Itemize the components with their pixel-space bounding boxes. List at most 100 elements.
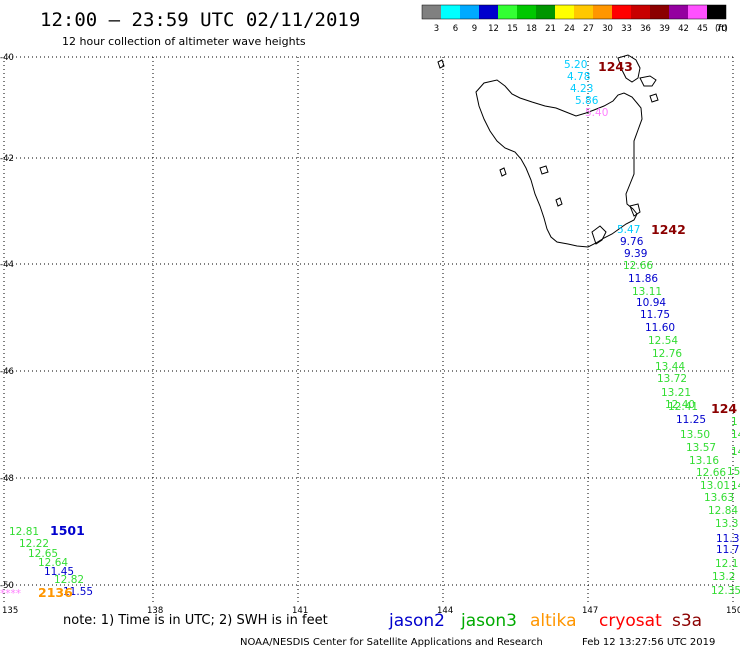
latitude-label: -44 (0, 260, 14, 270)
wave-height-value: 9.39 (624, 248, 647, 260)
longitude-label: 147 (582, 606, 598, 616)
flinders-island (617, 54, 641, 83)
legend-tick-label: 39 (659, 24, 670, 34)
tasmania-coastline (475, 79, 643, 248)
king-island (437, 59, 445, 69)
satellite-legend: jason2 jason3 altika cryosat s3a (388, 611, 702, 631)
wave-height-value: 12.1 (715, 558, 738, 570)
wave-height-value: 15 (727, 466, 740, 478)
wave-height-value: 11.3 (716, 533, 739, 545)
legend-swatch-45 (688, 5, 707, 19)
pass-identifiers: 1243 1242 124 1501 2136 (38, 59, 737, 600)
legend-tick-label: 36 (640, 24, 651, 34)
pass-id-label: 2136 (38, 585, 73, 600)
longitude-label: 150 (726, 606, 740, 616)
latitude-label: -46 (0, 367, 14, 377)
wave-height-value: 4.78 (567, 71, 590, 83)
cape-barren-island (639, 75, 657, 87)
footer-credit: NOAA/NESDIS Center for Satellite Applica… (240, 637, 543, 648)
small-island-2 (499, 167, 507, 177)
wave-height-value: 11.60 (645, 322, 675, 334)
satellite-jason3: jason3 (460, 611, 517, 631)
legend-tick-label: 33 (621, 24, 632, 34)
map-title: 12:00 – 23:59 UTC 02/11/2019 (40, 9, 360, 31)
legend-frame (421, 4, 727, 20)
pass-id-label: 1242 (651, 222, 686, 237)
legend-unit: (ft) (715, 24, 728, 34)
longitude-label: 138 (147, 606, 163, 616)
wave-height-value: 12.76 (652, 348, 682, 360)
wave-height-value: 13.2 (712, 571, 735, 583)
pass-id-label: 124 (711, 401, 737, 416)
wave-height-value: 13.21 (661, 387, 691, 399)
wave-height-value: 12.40 (665, 399, 695, 411)
wave-height-value: 12.66 (696, 467, 726, 479)
latitude-label: -48 (0, 474, 14, 484)
wave-height-value: 12.84 (708, 505, 738, 517)
wave-height-value: 11.25 (676, 414, 706, 426)
legend-swatch-3 (422, 5, 441, 19)
wave-height-value: 12.41 (668, 401, 698, 413)
latitude-label: -50 (0, 581, 14, 591)
legend-tick-label: 30 (602, 24, 613, 34)
legend-tick-label: 45 (697, 24, 708, 34)
legend-tick-label: 9 (472, 24, 477, 34)
wave-height-value: 11.86 (628, 273, 658, 285)
wave-height-value: 1 (731, 416, 738, 428)
wave-height-value: 13.63 (704, 492, 734, 504)
wave-height-value: 11.45 (44, 566, 74, 578)
legend-tick-label: 21 (545, 24, 556, 34)
legend-swatch-33 (612, 5, 631, 19)
wave-height-value: 12.82 (54, 574, 84, 586)
wave-height-value: 11.7 (716, 544, 739, 556)
legend-swatch-36 (631, 5, 650, 19)
wave-height-value: 13.16 (689, 455, 719, 467)
wave-height-value: 13.72 (657, 373, 687, 385)
observation-values: 5.204.784.235.865.405.479.769.3912.6611.… (0, 59, 740, 600)
legend-tick-label: 6 (453, 24, 458, 34)
legend-swatch-42 (669, 5, 688, 19)
wave-height-value: 12.66 (623, 260, 653, 272)
wave-height-value: 12.65 (28, 548, 58, 560)
legend-tick-label: 12 (488, 24, 499, 34)
latitude-label: -40 (0, 53, 14, 63)
legend-swatch-12 (479, 5, 498, 19)
legend-swatch-21 (536, 5, 555, 19)
legend-tick-label: 70 (716, 24, 727, 34)
legend-tick-label: 27 (583, 24, 594, 34)
wave-height-value: 11.75 (640, 309, 670, 321)
small-island-1 (539, 165, 549, 175)
legend-swatch-6 (441, 5, 460, 19)
legend-swatch-9 (460, 5, 479, 19)
wave-height-value: 13.11 (632, 286, 662, 298)
small-island-3 (555, 197, 563, 207)
legend-swatch-27 (574, 5, 593, 19)
tasmania-landmass (437, 54, 659, 248)
wave-height-value: **** (0, 588, 21, 600)
legend-swatch-39 (650, 5, 669, 19)
bruny-island (591, 225, 607, 245)
wave-height-value: 9.76 (620, 236, 644, 248)
pass-id-label: 1243 (598, 59, 633, 74)
small-island-4 (649, 93, 659, 103)
legend-tick-label: 3 (434, 24, 439, 34)
legend-tick-label: 15 (507, 24, 518, 34)
wave-height-value: 13.01 (700, 480, 730, 492)
legend-swatch-70 (707, 5, 726, 19)
legend-swatch-24 (555, 5, 574, 19)
footnote: note: 1) Time is in UTC; 2) SWH is in fe… (63, 613, 328, 628)
wave-height-value: 11.55 (63, 586, 93, 598)
wave-height-value: 12.54 (648, 335, 678, 347)
satellite-s3a: s3a (672, 611, 702, 631)
wave-height-value: 5.47 (617, 224, 640, 236)
satellite-jason2: jason2 (388, 611, 445, 631)
lat-lon-grid (3, 56, 736, 605)
legend-tick-label: 24 (564, 24, 575, 34)
wave-height-value: 5.20 (564, 59, 587, 71)
longitude-label: 144 (437, 606, 453, 616)
pass-id-label: 1501 (50, 523, 85, 538)
wave-height-value: 10.94 (636, 297, 666, 309)
latitude-label: -42 (0, 154, 14, 164)
